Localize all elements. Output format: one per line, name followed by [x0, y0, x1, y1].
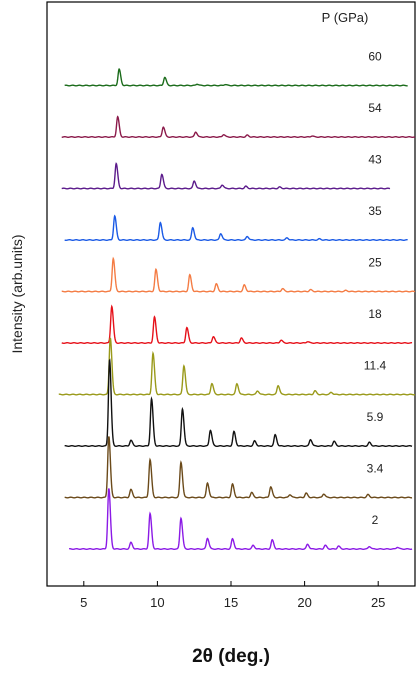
series-2-trace [69, 488, 413, 550]
plot-frame [46, 1, 416, 587]
pressure-label-35: 35 [368, 204, 382, 218]
pressure-labels: 60 54 43 35 25 18 11.4 5.9 3.4 2 [364, 50, 387, 528]
x-tick-label: 20 [297, 595, 311, 610]
pressure-label-54: 54 [368, 101, 382, 115]
series-traces [58, 67, 416, 550]
x-axis-label: 2θ (deg.) [192, 646, 270, 667]
pressure-label-60: 60 [368, 50, 382, 64]
x-tick-label: 10 [150, 595, 164, 610]
pressure-label-2: 2 [372, 513, 379, 527]
series-60-trace [64, 67, 408, 87]
series-35-trace [64, 214, 408, 241]
series-3_4-trace [64, 436, 413, 499]
x-tick-label: 25 [371, 595, 385, 610]
pressure-label-25: 25 [368, 256, 382, 270]
legend-title: P (GPa) [322, 10, 369, 25]
series-11_4-trace [58, 337, 416, 396]
pressure-label-18: 18 [368, 307, 382, 321]
x-tick-label: 5 [80, 595, 87, 610]
pressure-label-5_9: 5.9 [367, 410, 384, 424]
y-axis-label: Intensity (arb.units) [9, 234, 25, 353]
series-54-trace [61, 115, 416, 138]
pressure-label-43: 43 [368, 153, 382, 167]
x-axis-ticks: 5 10 15 20 25 [80, 581, 385, 610]
x-tick-label: 15 [224, 595, 238, 610]
series-18-trace [61, 304, 413, 344]
pressure-label-11_4: 11.4 [364, 359, 387, 373]
series-5_9-trace [64, 358, 413, 447]
series-43-trace [61, 162, 391, 190]
pressure-label-3_4: 3.4 [367, 462, 384, 476]
series-25-trace [61, 256, 416, 293]
